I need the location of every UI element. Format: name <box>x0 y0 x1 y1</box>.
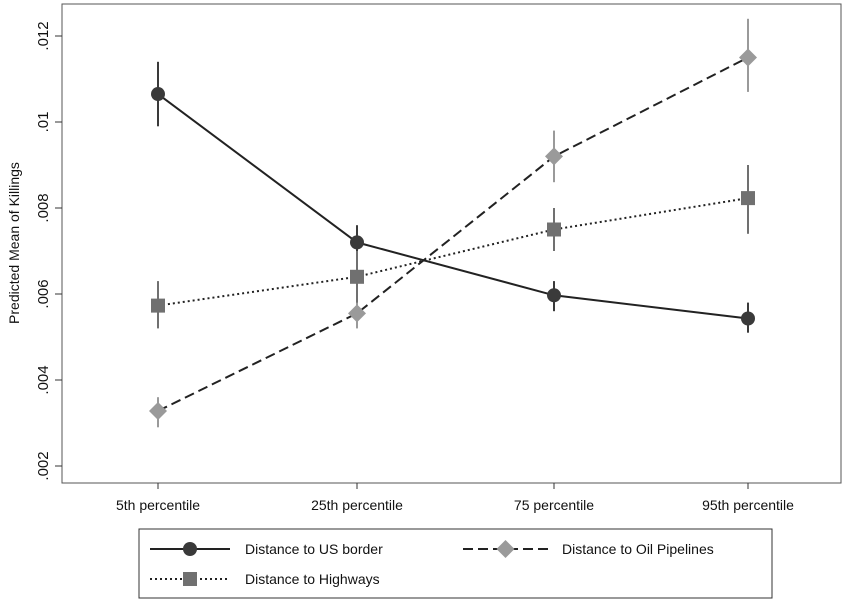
series-line <box>157 56 749 412</box>
x-tick-label: 75 percentile <box>514 497 594 513</box>
plot-frame <box>61 3 842 484</box>
y-axis-label: Predicted Mean of Killings <box>6 162 22 324</box>
legend-item: Distance to Highways <box>150 571 380 587</box>
legend-item: Distance to US border <box>150 541 383 557</box>
y-tick-label: .004 <box>35 365 52 394</box>
series-1 <box>149 18 757 428</box>
series-layer <box>149 18 757 428</box>
data-point <box>151 298 165 313</box>
legend-marker <box>496 540 515 558</box>
data-point <box>547 288 561 303</box>
data-point <box>545 147 563 166</box>
x-tick-label: 25th percentile <box>311 497 403 513</box>
legend-marker <box>183 572 197 586</box>
y-tick-label: .01 <box>35 112 52 133</box>
legend-label: Distance to Oil Pipelines <box>562 541 714 557</box>
y-axis: .002 .004 .006 .008 .01 .012 <box>35 21 62 481</box>
x-tick-label: 95th percentile <box>702 497 794 513</box>
data-point <box>350 235 364 250</box>
data-point <box>547 222 561 237</box>
data-point <box>350 269 364 284</box>
data-point <box>151 87 165 102</box>
legend-box <box>138 528 773 599</box>
legend-label: Distance to US border <box>245 541 383 557</box>
y-tick-label: .006 <box>35 279 52 308</box>
y-tick-label: .002 <box>35 451 52 480</box>
legend-marker <box>183 542 197 556</box>
data-point <box>741 311 755 326</box>
y-tick-label: .008 <box>35 193 52 222</box>
legend-label: Distance to Highways <box>245 571 380 587</box>
data-point <box>741 191 755 206</box>
data-point <box>739 48 757 67</box>
x-tick-label: 5th percentile <box>116 497 200 513</box>
series-2 <box>151 165 755 329</box>
data-point <box>149 401 167 420</box>
legend: Distance to US border Distance to Oil Pip… <box>138 528 773 599</box>
series-line <box>157 197 749 307</box>
legend-item: Distance to Oil Pipelines <box>463 540 714 558</box>
series-line <box>157 93 749 320</box>
y-tick-label: .012 <box>35 21 52 50</box>
x-axis: 5th percentile 25th percentile 75 percenti… <box>116 483 794 513</box>
data-point <box>348 304 366 323</box>
